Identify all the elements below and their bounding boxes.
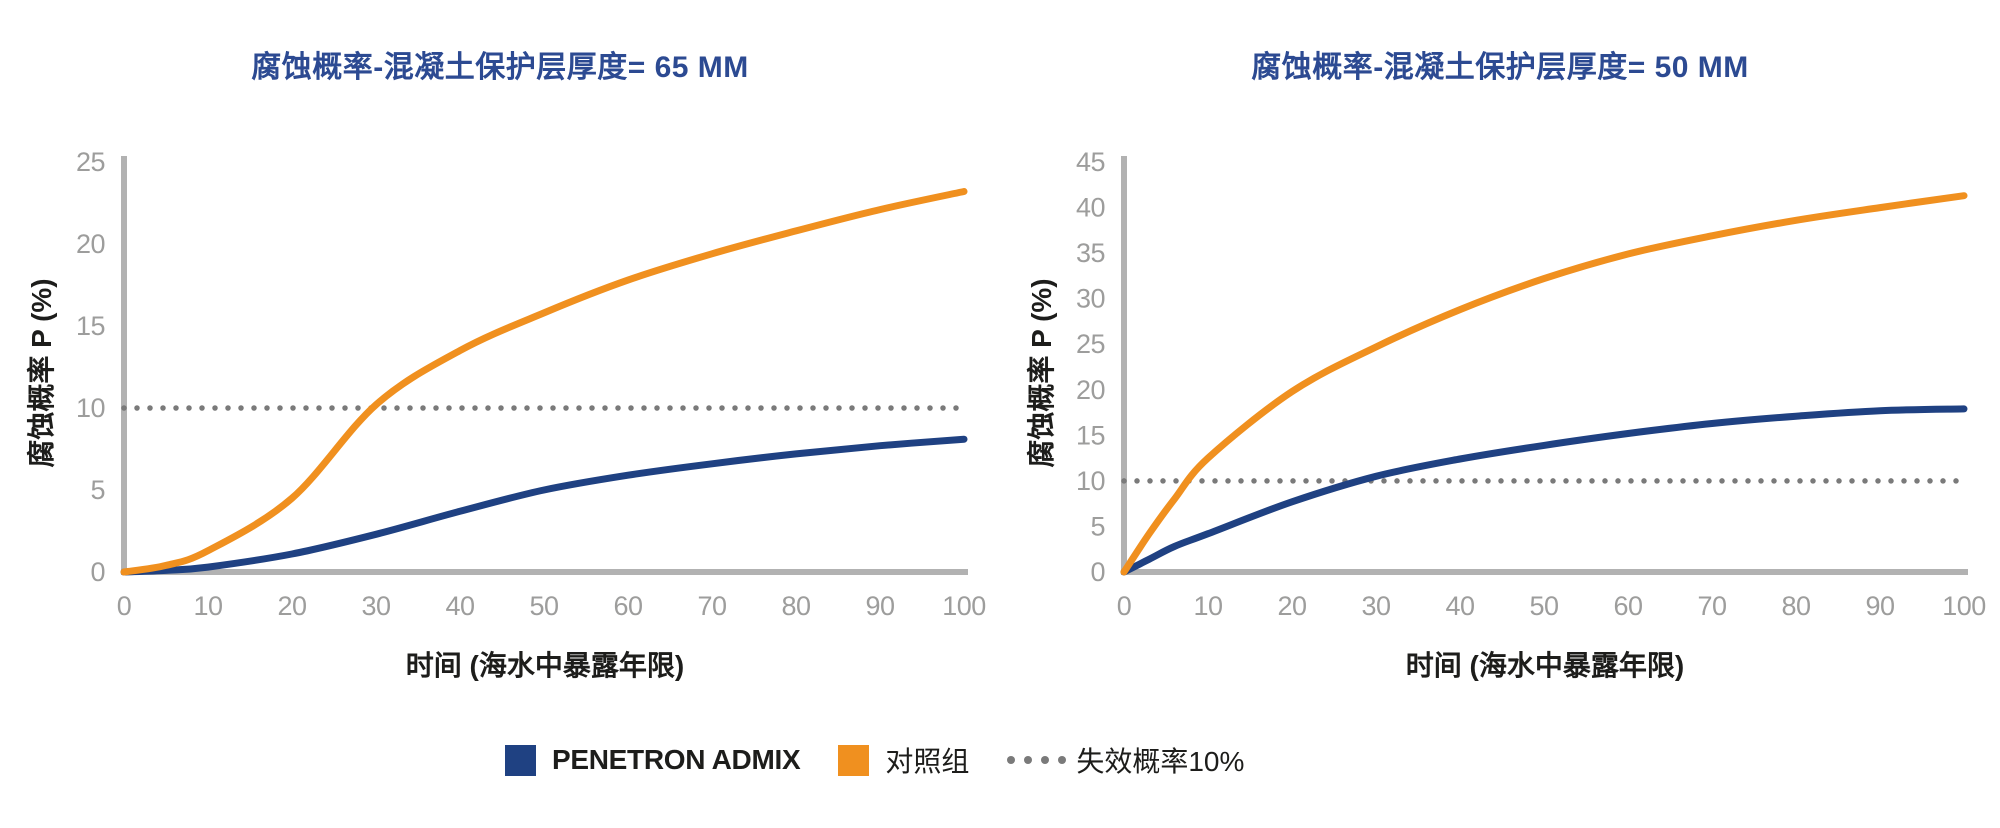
plot-area: 0 5 10 15 20 25 30 35 40 45 0 10 20 30 40 50 60 70 80 90 100 <box>1076 147 1986 621</box>
x-axis-tick-label: 20 <box>1277 591 1306 621</box>
x-axis-label: 时间 (海水中暴露年限) <box>405 650 685 681</box>
y-axis-tick-label: 20 <box>1076 375 1105 405</box>
legend-label-penetron-admix: PENETRON ADMIX <box>552 744 801 775</box>
legend-item-control-group: 对照组 <box>838 740 969 780</box>
y-axis-tick-label: 15 <box>1076 420 1105 450</box>
x-axis-tick-label: 70 <box>1697 591 1726 621</box>
x-axis-tick-label: 80 <box>781 591 810 621</box>
y-axis-tick-label: 15 <box>76 311 105 341</box>
legend: PENETRON ADMIX 对照组 失效概率10% <box>505 740 1244 780</box>
legend-label-control-group: 对照组 <box>885 746 970 777</box>
x-axis-tick-label: 90 <box>1865 591 1894 621</box>
y-axis-tick-label: 40 <box>1076 193 1105 223</box>
y-axis-tick-label: 10 <box>1076 466 1105 496</box>
dot-icon <box>1007 756 1016 764</box>
x-axis-tick-label: 10 <box>1193 591 1222 621</box>
x-axis-tick-label: 60 <box>1613 591 1642 621</box>
x-axis-tick-label: 30 <box>1361 591 1390 621</box>
x-axis-tick-label: 20 <box>277 591 306 621</box>
dot-icon <box>1058 756 1067 764</box>
axis-line <box>1121 156 1968 575</box>
x-axis-tick-label: 50 <box>529 591 558 621</box>
x-axis-tick-label: 60 <box>613 591 642 621</box>
y-axis-tick-label: 5 <box>1090 511 1105 541</box>
chart-title: 腐蚀概率-混凝土保护层厚度= 50 MM <box>1251 51 1749 84</box>
x-axis-tick-label: 90 <box>865 591 894 621</box>
legend-label-failure-threshold: 失效概率10% <box>1076 746 1245 777</box>
x-axis-tick-label: 40 <box>1445 591 1474 621</box>
y-axis-tick-label: 30 <box>1076 284 1105 314</box>
threshold-dotted-swatch <box>1007 756 1067 764</box>
series-line-control-group <box>120 188 968 576</box>
x-axis-tick-label: 70 <box>697 591 726 621</box>
series-line-control-group <box>1120 192 1968 576</box>
x-axis-tick-label: 100 <box>1942 591 1986 621</box>
y-axis-tick-label: 35 <box>1076 238 1105 268</box>
plot-area: 0 5 10 15 20 25 0 10 20 30 40 50 60 70 80 90 100 <box>76 147 986 621</box>
y-axis-tick-label: 5 <box>90 475 105 505</box>
x-axis-tick-label: 0 <box>1117 591 1132 621</box>
series-line-penetron-admix <box>1120 405 1968 576</box>
penetron-admix-swatch <box>505 744 536 776</box>
chart-title: 腐蚀概率-混凝土保护层厚度= 65 MM <box>251 51 749 84</box>
series-line-penetron-admix <box>120 435 968 576</box>
y-axis-tick-label: 0 <box>90 557 105 587</box>
y-axis-tick-label: 25 <box>1076 329 1105 359</box>
y-axis-tick-label: 0 <box>1090 557 1105 587</box>
x-axis-tick-label: 10 <box>193 591 222 621</box>
x-axis-tick-label: 40 <box>445 591 474 621</box>
y-axis-tick-label: 10 <box>76 393 105 423</box>
legend-item-failure-threshold: 失效概率10% <box>1007 740 1244 780</box>
dot-icon <box>1024 756 1033 764</box>
y-axis-tick-label: 45 <box>1076 147 1105 177</box>
x-axis-tick-label: 0 <box>117 591 132 621</box>
y-axis-tick-label: 20 <box>76 229 105 259</box>
chart-cover-65mm: 腐蚀概率-混凝土保护层厚度= 65 MM 腐蚀概率 P (%) 0 5 10 15 20… <box>0 0 1000 710</box>
x-axis-label: 时间 (海水中暴露年限) <box>1405 650 1685 681</box>
chart-cover-50mm: 腐蚀概率-混凝土保护层厚度= 50 MM 腐蚀概率 P (%) 0 5 10 15 20… <box>1000 0 2000 710</box>
y-axis-tick-label: 25 <box>76 147 105 177</box>
x-axis-tick-label: 30 <box>361 591 390 621</box>
legend-item-penetron-admix: PENETRON ADMIX <box>505 744 801 776</box>
x-axis-tick-label: 80 <box>1781 591 1810 621</box>
dot-icon <box>1041 756 1050 764</box>
x-axis-tick-label: 100 <box>942 591 986 621</box>
x-axis-tick-label: 50 <box>1529 591 1558 621</box>
control-group-swatch <box>838 744 870 776</box>
